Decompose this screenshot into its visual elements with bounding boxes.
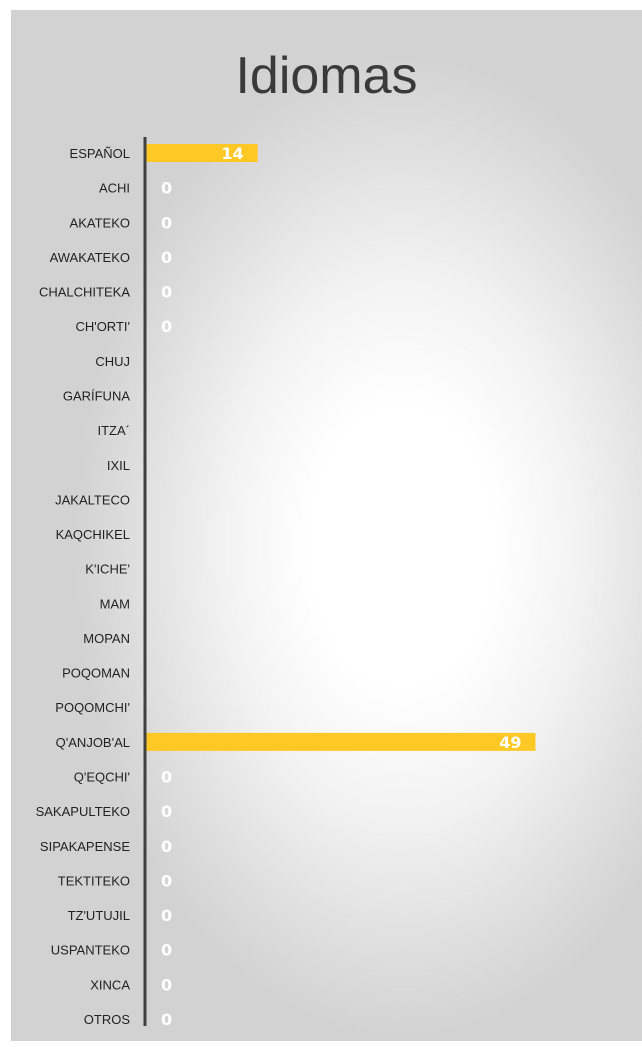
- category-label: SAKAPULTEKO: [36, 804, 130, 819]
- data-label: 0: [161, 975, 172, 994]
- category-label: GARÍFUNA: [63, 388, 131, 403]
- category-label: TZ'UTUJIL: [68, 908, 130, 923]
- chart-title: Idiomas: [235, 47, 418, 105]
- bar: [146, 732, 536, 751]
- bar: [146, 144, 258, 162]
- category-label: USPANTEKO: [51, 943, 130, 958]
- data-label: 0: [161, 213, 172, 232]
- category-label: AWAKATEKO: [50, 250, 130, 265]
- data-label: 0: [161, 837, 172, 856]
- category-label: ITZA´: [98, 423, 131, 438]
- data-label: 0: [161, 768, 172, 787]
- category-label: MAM: [100, 596, 130, 611]
- data-label: 0: [161, 317, 172, 336]
- data-label: 0: [161, 283, 172, 302]
- data-label: 0: [161, 871, 172, 890]
- category-label: CHALCHITEKA: [39, 285, 130, 300]
- category-label: Q'EQCHI': [74, 770, 130, 785]
- bars-layer: ESPAÑOL 14 ACHI 0 AKATEKO 0 AWAKATEKO 0 CHALCHIT…: [36, 137, 536, 1029]
- data-label: 0: [161, 1010, 172, 1029]
- data-label: 0: [161, 179, 172, 198]
- category-label: K'ICHE': [85, 562, 130, 577]
- category-label: ACHI: [99, 181, 130, 196]
- category-label: POQOMAN: [62, 666, 130, 681]
- category-label: CHUJ: [95, 354, 130, 369]
- category-label: OTROS: [84, 1012, 131, 1027]
- bar-chart: ESPAÑOL 14 ACHI 0 AKATEKO 0 AWAKATEKO 0 CHALCHIT…: [36, 137, 536, 1029]
- category-label: MOPAN: [83, 631, 130, 646]
- category-label: SIPAKAPENSE: [40, 839, 130, 854]
- data-label: 49: [499, 733, 521, 752]
- data-label: 0: [161, 906, 172, 925]
- category-label: IXIL: [107, 458, 130, 473]
- category-label: KAQCHIKEL: [56, 527, 130, 542]
- category-label: POQOMCHI': [55, 700, 130, 715]
- category-label: JAKALTECO: [55, 492, 130, 507]
- data-label: 14: [221, 144, 243, 163]
- category-label: Q'ANJOB'AL: [56, 735, 130, 750]
- chart-panel: Idiomas ESPAÑOL 14 ACHI 0 AKATEKO 0 AWAKATEKO 0…: [11, 10, 642, 1041]
- category-label: TEKTITEKO: [58, 873, 130, 888]
- data-label: 0: [161, 802, 172, 821]
- data-label: 0: [161, 248, 172, 267]
- category-label: ESPAÑOL: [70, 146, 130, 161]
- data-label: 0: [161, 941, 172, 960]
- category-label: AKATEKO: [70, 215, 130, 230]
- category-label: XINCA: [90, 977, 130, 992]
- category-label: CH'ORTI': [75, 319, 130, 334]
